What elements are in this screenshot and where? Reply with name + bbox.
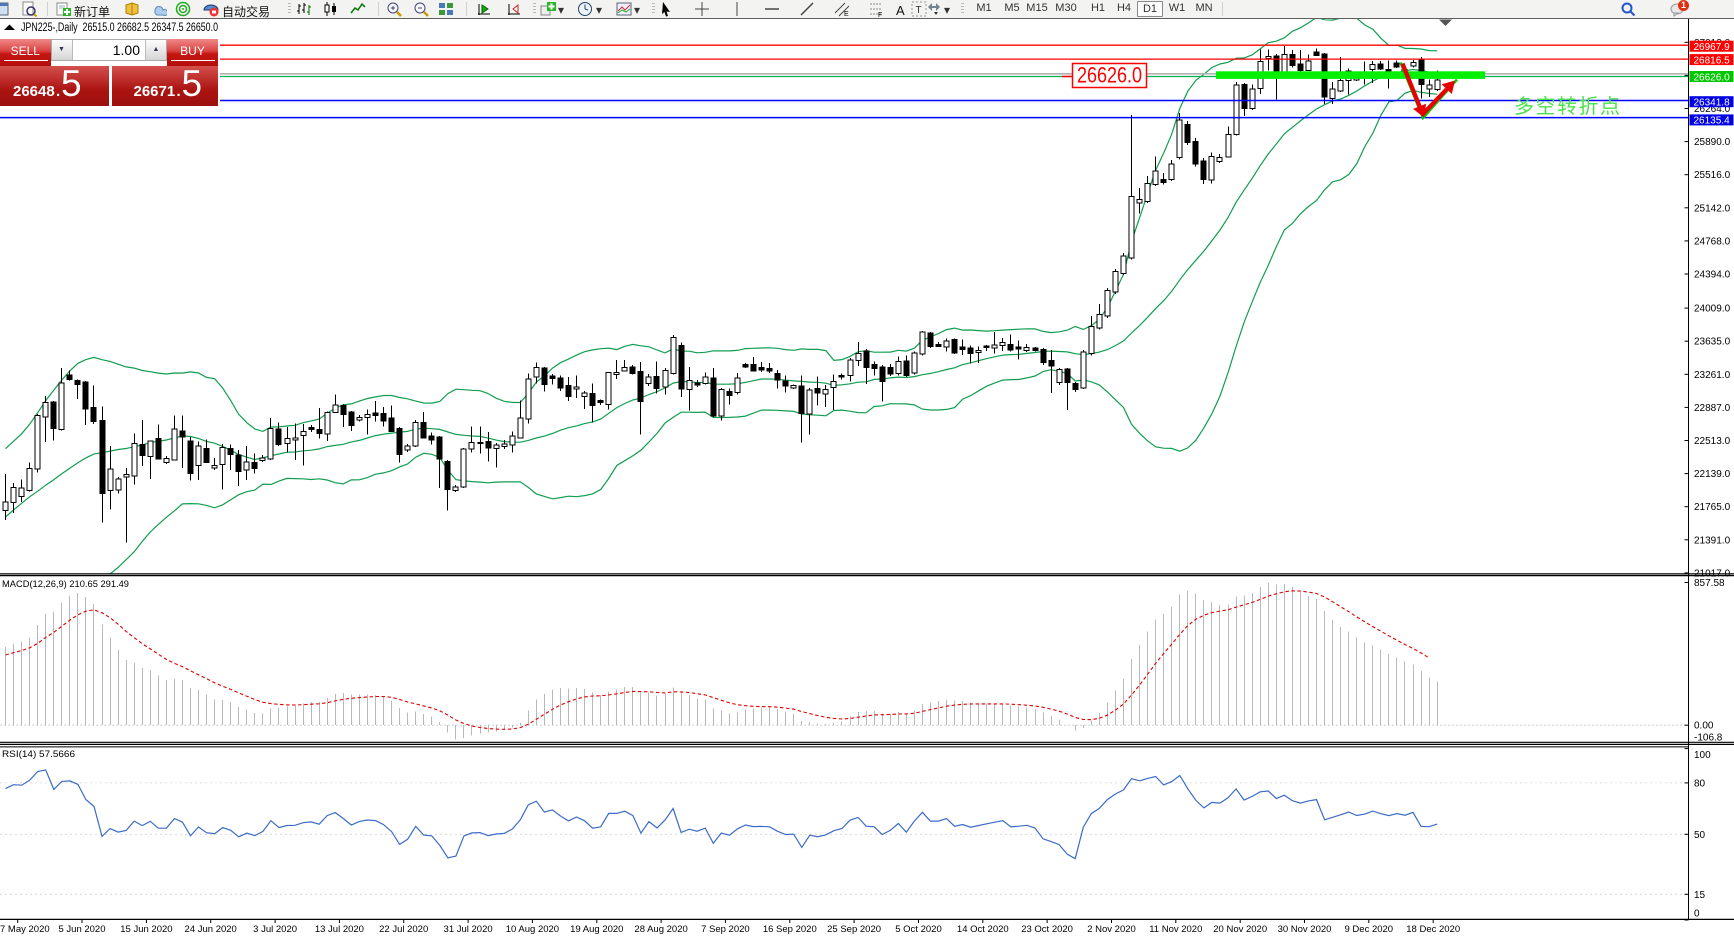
- svg-text:857.58: 857.58: [1694, 578, 1725, 589]
- svg-text:T: T: [916, 5, 922, 16]
- svg-text:23635.0: 23635.0: [1694, 337, 1731, 348]
- svg-text:20 Nov 2020: 20 Nov 2020: [1213, 924, 1267, 935]
- svg-text:22 Jul 2020: 22 Jul 2020: [379, 924, 428, 935]
- svg-text:26341.8: 26341.8: [1694, 98, 1731, 109]
- svg-text:26816.5: 26816.5: [1694, 55, 1731, 66]
- svg-text:25890.0: 25890.0: [1694, 137, 1731, 148]
- svg-text:80: 80: [1694, 778, 1706, 789]
- svg-text:22513.0: 22513.0: [1694, 436, 1731, 447]
- svg-text:31 Jul 2020: 31 Jul 2020: [444, 924, 493, 935]
- svg-text:24768.0: 24768.0: [1694, 236, 1731, 247]
- svg-text:26264.0: 26264.0: [1694, 104, 1731, 115]
- svg-text:24 Jun 2020: 24 Jun 2020: [185, 924, 237, 935]
- svg-text:0: 0: [1694, 909, 1700, 920]
- svg-text:100: 100: [1694, 750, 1711, 761]
- svg-text:5 Jun 2020: 5 Jun 2020: [58, 924, 105, 935]
- svg-text:RSI(14) 57.5666: RSI(14) 57.5666: [2, 749, 75, 760]
- svg-text:21391.0: 21391.0: [1694, 535, 1731, 546]
- svg-text:28 Aug 2020: 28 Aug 2020: [634, 924, 687, 935]
- svg-text:25142.0: 25142.0: [1694, 203, 1731, 214]
- svg-text:25 Sep 2020: 25 Sep 2020: [827, 924, 881, 935]
- svg-text:JPN225-,Daily 26515.0 26682.5: JPN225-,Daily 26515.0 26682.5 26347.5 26…: [21, 22, 218, 34]
- svg-text:24009.0: 24009.0: [1694, 304, 1731, 315]
- svg-text:0.00: 0.00: [1694, 721, 1714, 732]
- svg-text:22887.0: 22887.0: [1694, 403, 1731, 414]
- svg-text:13 Jul 2020: 13 Jul 2020: [315, 924, 364, 935]
- svg-text:9 Dec 2020: 9 Dec 2020: [1345, 924, 1394, 935]
- svg-text:50: 50: [1694, 830, 1706, 841]
- svg-text:E: E: [844, 11, 849, 17]
- svg-text:11 Nov 2020: 11 Nov 2020: [1149, 924, 1202, 935]
- svg-text:3 Jul 2020: 3 Jul 2020: [253, 924, 297, 935]
- svg-text:24394.0: 24394.0: [1694, 270, 1731, 281]
- svg-text:14 Oct 2020: 14 Oct 2020: [957, 924, 1009, 935]
- svg-text:26967.9: 26967.9: [1694, 42, 1731, 53]
- svg-text:15 Jun 2020: 15 Jun 2020: [120, 924, 172, 935]
- svg-text:15: 15: [1694, 890, 1706, 901]
- svg-text:22139.0: 22139.0: [1694, 469, 1731, 480]
- svg-text:16 Sep 2020: 16 Sep 2020: [763, 924, 817, 935]
- svg-text:2 Nov 2020: 2 Nov 2020: [1087, 924, 1136, 935]
- svg-text:F: F: [878, 12, 882, 17]
- svg-text:-106.8: -106.8: [1694, 733, 1723, 744]
- svg-text:26626.0: 26626.0: [1077, 63, 1142, 88]
- svg-text:多空转折点: 多空转折点: [1514, 95, 1622, 118]
- svg-text:26626.0: 26626.0: [1694, 72, 1731, 83]
- svg-text:7 Sep 2020: 7 Sep 2020: [701, 924, 750, 935]
- svg-text:18 Dec 2020: 18 Dec 2020: [1406, 924, 1460, 935]
- svg-text:5 Oct 2020: 5 Oct 2020: [895, 924, 941, 935]
- svg-text:26135.4: 26135.4: [1694, 116, 1731, 127]
- svg-text:23261.0: 23261.0: [1694, 370, 1731, 381]
- svg-text:19 Aug 2020: 19 Aug 2020: [570, 924, 623, 935]
- svg-text:30 Nov 2020: 30 Nov 2020: [1278, 924, 1332, 935]
- svg-text:23 Oct 2020: 23 Oct 2020: [1021, 924, 1073, 935]
- svg-text:7 May 2020: 7 May 2020: [0, 924, 50, 935]
- svg-text:10 Aug 2020: 10 Aug 2020: [506, 924, 559, 935]
- svg-text:25516.0: 25516.0: [1694, 170, 1731, 181]
- svg-text:MACD(12,26,9) 210.65 291.49: MACD(12,26,9) 210.65 291.49: [2, 579, 129, 590]
- svg-text:21765.0: 21765.0: [1694, 502, 1731, 513]
